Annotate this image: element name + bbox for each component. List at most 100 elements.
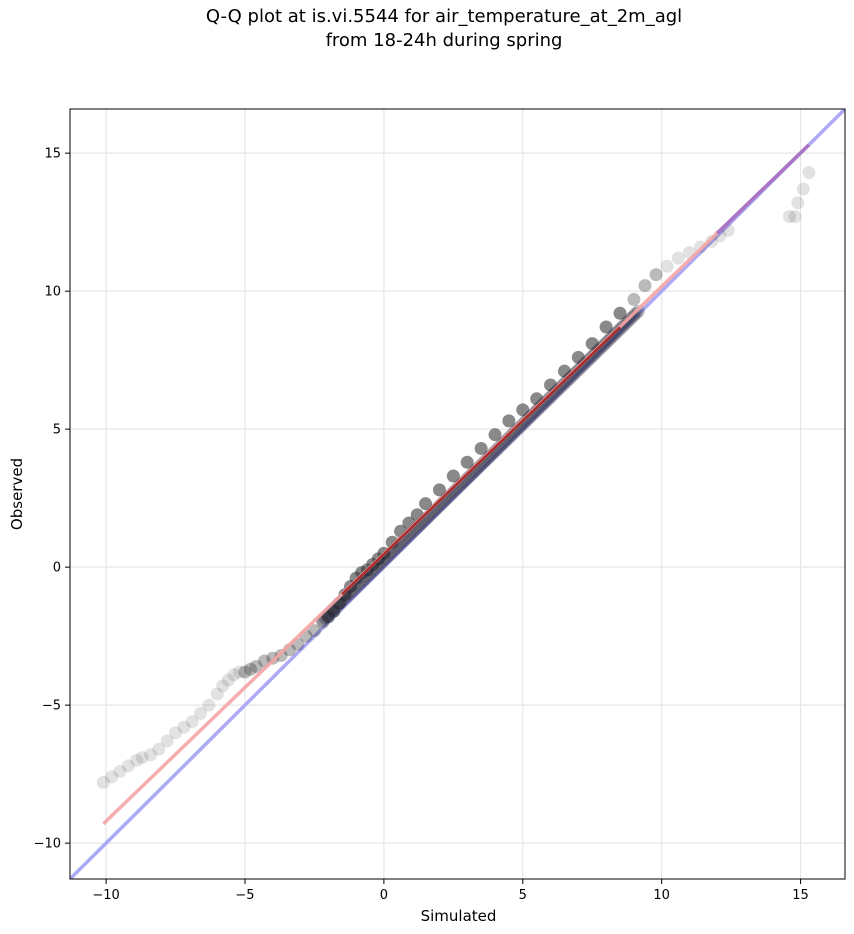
qq-point [274,648,288,662]
qq-point-dense [609,326,623,340]
qq-point-dense [554,380,568,394]
qq-point-dense [596,339,610,353]
qq-point [238,665,252,679]
chart-title: Q-Q plot at is.vi.5544 for air_temperatu… [0,5,854,53]
qq-point-dense [611,324,625,338]
qq-point-dense [558,376,572,390]
x-tick-label: 10 [653,888,670,903]
qq-point [474,441,488,455]
y-tick-label: −10 [34,837,61,852]
x-tick-label: −5 [235,888,254,903]
chart-title-line-1: Q-Q plot at is.vi.5544 for air_temperatu… [205,6,683,27]
qq-point-dense [598,337,612,351]
qq-point [221,673,235,687]
qq-point [802,165,816,179]
qq-point [307,624,321,638]
qq-point-dense [551,383,565,397]
qq-point [185,715,199,729]
qq-point [210,687,224,701]
qq-point-dense [534,400,548,414]
y-tick-label: 10 [44,285,61,300]
y-tick-label: 0 [53,561,61,576]
qq-point [432,483,446,497]
qq-point [627,292,641,306]
y-tick-label: 5 [53,423,61,438]
qq-point-dense [545,389,559,403]
qq-point-dense [529,404,543,418]
qq-point [649,268,663,282]
qq-point [152,742,166,756]
qq-point [671,251,685,265]
reference-line [70,109,845,879]
qq-point [144,748,158,762]
qq-point [385,535,399,549]
qq-point-dense [580,354,594,368]
qq-point [419,497,433,511]
qq-point [96,775,110,789]
qq-point-dense [542,391,556,405]
y-axis-label: Observed [8,458,26,530]
qq-point-dense [594,341,608,355]
line-overlap [716,143,811,235]
qq-point-dense [565,369,579,383]
x-tick-label: 0 [380,888,388,903]
qq-point [446,469,460,483]
qq-point-dense [527,406,541,420]
chart-title-line-2: from 18-24h during spring [325,30,563,51]
qq-point [557,364,571,378]
x-tick-label: 15 [792,888,809,903]
plot-area [70,109,845,879]
qq-point [585,337,599,351]
qq-point [130,753,144,767]
qq-point [516,403,530,417]
qq-point [638,279,652,293]
qq-point-dense [549,385,563,399]
qq-point [796,182,810,196]
qq-point [502,414,516,428]
qq-point-dense [536,398,550,412]
qq-point-dense [600,335,614,349]
qq-point [244,662,258,676]
fit-line-core [341,326,621,596]
qq-point-dense [589,346,603,360]
qq-point-dense [571,363,585,377]
qq-point [599,320,613,334]
qq-point [782,210,796,224]
qq-point [135,751,149,765]
qq-point-dense [540,393,554,407]
qq-point [169,726,183,740]
qq-point [613,306,627,320]
qq-point-dense [578,356,592,370]
qq-point [705,234,719,248]
qq-point [202,698,216,712]
qq-point-dense [560,374,574,388]
x-tick-label: −10 [92,888,119,903]
x-axis-label: Simulated [421,907,497,925]
y-tick-label: 15 [44,147,61,162]
qq-point [160,734,174,748]
qq-point-dense [607,328,621,342]
qq-point [488,428,502,442]
qq-point [121,759,135,773]
qq-point-dense [569,365,583,379]
x-tick-label: 5 [519,888,527,903]
qq-point [216,679,230,693]
y-tick-label: −5 [42,699,61,714]
qq-point [660,259,674,273]
qq-point-dense [605,330,619,344]
qq-point [460,455,474,469]
qq-point [227,668,241,682]
qq-point [194,706,208,720]
qq-point [788,210,802,224]
qq-point-dense [531,402,545,416]
qq-point [113,764,127,778]
qq-point-dense [585,350,599,364]
qq-point [232,665,246,679]
qq-point-dense [538,396,552,410]
qq-point-dense [587,348,601,362]
qq-point-dense [562,372,576,386]
qq-point-dense [591,343,605,357]
qq-point [791,196,805,210]
qq-point-dense [547,387,561,401]
